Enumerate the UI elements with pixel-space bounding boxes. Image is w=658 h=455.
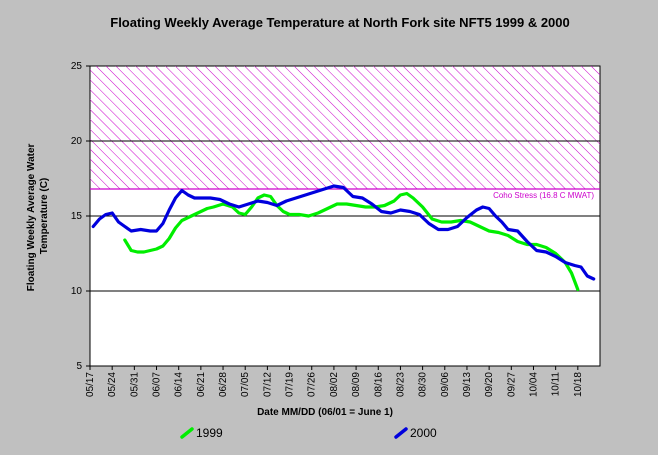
x-tick-label: 07/26 xyxy=(307,372,318,397)
y-tick-label: 5 xyxy=(76,361,82,372)
coho-stress-label: Coho Stress (16.8 C MWAT) xyxy=(493,191,594,200)
y-tick-label: 20 xyxy=(71,136,83,147)
series-line-1999 xyxy=(123,191,580,292)
x-tick-label: 09/06 xyxy=(440,372,451,397)
x-tick-label: 08/16 xyxy=(373,372,384,397)
x-tick-label: 05/31 xyxy=(129,372,140,397)
x-tick-label: 08/30 xyxy=(418,372,429,397)
series-line-2000 xyxy=(91,184,596,281)
y-tick-label: 10 xyxy=(71,286,83,297)
x-axis-ticks: 05/17 05/24 05/31 06/07 06/14 06/21 06/28 07/05… xyxy=(85,366,584,397)
gridlines xyxy=(90,140,600,292)
x-tick-label: 10/18 xyxy=(573,372,584,397)
x-tick-label: 10/11 xyxy=(551,372,562,397)
x-tick-label: 05/24 xyxy=(107,372,118,397)
x-tick-label: 08/02 xyxy=(329,372,340,397)
x-tick-label: 05/17 xyxy=(85,372,96,397)
x-tick-label: 09/13 xyxy=(462,372,473,397)
x-axis-title: Date MM/DD (06/01 = June 1) xyxy=(257,407,393,418)
x-tick-label: 07/19 xyxy=(285,372,296,397)
y-axis-ticks: 5 10 15 20 25 xyxy=(71,61,90,372)
legend-swatch-1999 xyxy=(180,427,194,439)
x-tick-label: 08/09 xyxy=(351,372,362,397)
chart-title: Floating Weekly Average Temperature at N… xyxy=(110,15,570,30)
series-lines xyxy=(91,184,596,292)
x-tick-label: 07/05 xyxy=(240,372,251,397)
x-tick-label: 10/04 xyxy=(528,372,539,397)
x-tick-label: 06/07 xyxy=(152,372,163,397)
x-tick-label: 06/28 xyxy=(218,372,229,397)
y-tick-label: 25 xyxy=(71,61,83,72)
x-tick-label: 09/20 xyxy=(484,372,495,397)
y-tick-label: 15 xyxy=(71,211,83,222)
x-tick-label: 06/21 xyxy=(196,372,207,397)
x-tick-label: 06/14 xyxy=(174,372,185,397)
y-axis-title: Floating Weekly Average Water Temperatur… xyxy=(26,141,50,291)
coho-stress-band xyxy=(90,66,600,189)
legend-swatch-2000 xyxy=(394,427,408,439)
x-tick-label: 09/27 xyxy=(506,372,517,397)
x-tick-label: 07/12 xyxy=(262,372,273,397)
legend: 1999 2000 xyxy=(180,426,437,440)
x-tick-label: 08/23 xyxy=(395,372,406,397)
legend-label-2000: 2000 xyxy=(410,426,437,440)
legend-label-1999: 1999 xyxy=(196,426,223,440)
